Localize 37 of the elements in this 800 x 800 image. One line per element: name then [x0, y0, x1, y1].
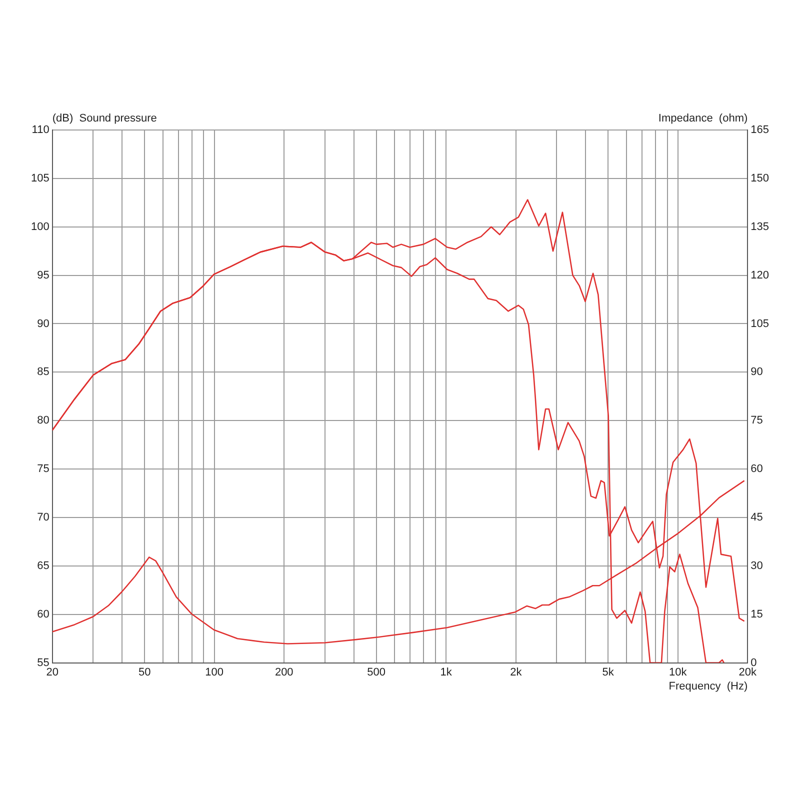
x-tick-label: 50	[138, 666, 151, 678]
y2-tick-label: 105	[750, 318, 770, 330]
y2-tick-label: 120	[750, 269, 770, 282]
x-tick-label: 10k	[669, 666, 688, 678]
y2-tick-label: 165	[750, 124, 770, 136]
x-tick-label: 200	[274, 666, 294, 678]
y-tick-label: 60	[37, 608, 50, 620]
y-tick-label: 95	[37, 269, 50, 282]
y2-tick-label: 60	[750, 463, 763, 476]
y-tick-label: 90	[37, 318, 50, 330]
x-tick-label: 2k	[510, 666, 522, 678]
y-tick-label: 85	[37, 366, 50, 378]
y-tick-label: 105	[30, 172, 50, 184]
y-tick-label: 80	[37, 414, 50, 427]
y2-tick-label: 90	[750, 366, 763, 378]
y-tick-label: 70	[37, 512, 50, 524]
y2-tick-label: 0	[750, 656, 757, 669]
x-axis-title: Frequency (Hz)	[668, 680, 748, 692]
y2-tick-label: 75	[750, 414, 763, 427]
y2-tick-label: 30	[750, 560, 763, 572]
y-tick-label: 100	[30, 220, 50, 233]
y2-tick-label: 45	[750, 512, 763, 524]
x-tick-label: 5k	[602, 666, 614, 678]
y2-axis-title: Impedance (ohm)	[658, 112, 748, 125]
y-tick-label: 65	[37, 560, 50, 572]
x-tick-label: 20k	[738, 666, 758, 678]
x-tick-label: 1k	[440, 666, 452, 678]
x-tick-label: 100	[205, 666, 224, 678]
y-tick-label: 55	[37, 656, 50, 669]
x-tick-label: 500	[367, 666, 386, 678]
y-tick-label: 75	[37, 463, 50, 476]
y-axis-title: (dB) Sound pressure	[52, 112, 157, 125]
y2-tick-label: 135	[750, 220, 770, 233]
y2-tick-label: 15	[750, 608, 763, 620]
y2-tick-label: 150	[750, 172, 770, 184]
y-tick-label: 110	[32, 124, 50, 136]
x-tick-label: 20	[46, 666, 58, 678]
